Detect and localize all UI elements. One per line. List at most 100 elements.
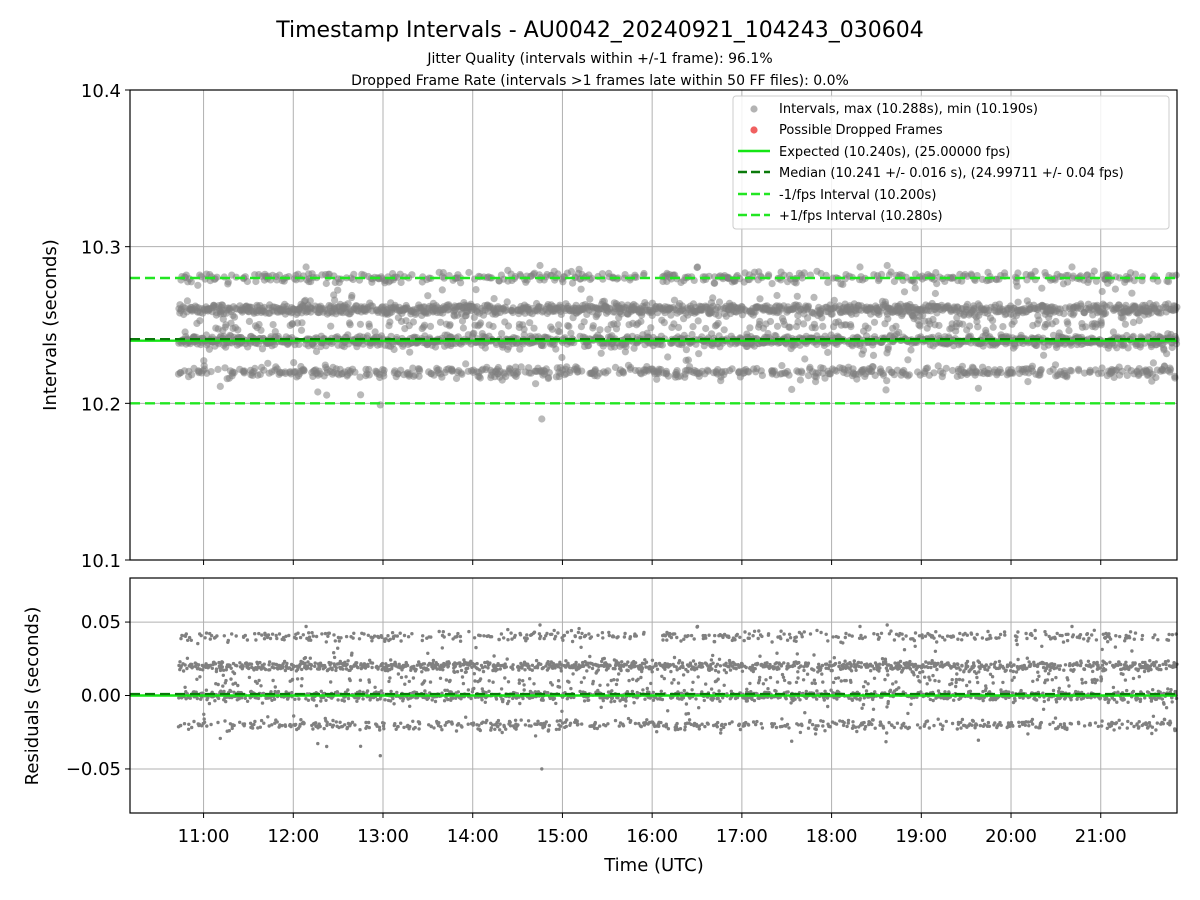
interval-point [221,364,229,372]
interval-point [900,288,909,296]
residual-point [506,627,510,632]
residual-point [407,679,411,684]
interval-point [786,323,794,331]
residual-point [428,680,433,684]
interval-point [452,374,461,383]
legend-label-intervals: Intervals, max (10.288s), min (10.190s) [779,102,1038,117]
residual-point [492,654,496,658]
interval-point [1138,273,1147,281]
interval-point [558,353,566,362]
residual-point [329,680,333,684]
residual-point [259,718,264,723]
interval-point [365,371,373,379]
residual-point [323,665,327,669]
interval-point [1135,317,1143,325]
residual-point [306,698,311,702]
residual-point [413,725,417,730]
residual-point [207,701,212,706]
residual-point [450,722,454,726]
interval-point [720,326,728,334]
interval-point [1013,282,1021,290]
residual-point [182,722,187,726]
residual-point [227,729,231,733]
interval-point [554,270,562,278]
residual-point [437,629,441,634]
residual-point [504,665,508,669]
interval-point [619,369,628,377]
interval-point [958,362,967,370]
intervals-y-axis-label: Intervals (seconds) [40,239,61,411]
residual-point [455,670,460,674]
residual-point [294,722,298,727]
residual-point [300,667,304,672]
residual-point [458,661,462,665]
residual-point [223,719,227,723]
residual-point [446,720,451,724]
residual-point [398,631,402,635]
residual-point [464,670,468,674]
residual-point [266,715,270,719]
residual-point [423,689,427,693]
residual-point [422,662,427,666]
residual-point [351,636,355,640]
residual-point [378,728,382,732]
interval-point [911,284,919,292]
residual-point [232,671,237,676]
residual-point [204,631,209,635]
residual-point [209,633,214,638]
interval-point [824,278,832,286]
interval-point [973,317,981,326]
residual-point [433,699,438,704]
residual-point [506,680,511,684]
interval-point [647,324,655,332]
interval-point [695,350,703,358]
residual-point [301,633,305,637]
residual-point [353,723,357,727]
residual-point [266,633,271,637]
residual-point [480,698,484,702]
interval-point [344,300,352,308]
chart-title: Timestamp Intervals - AU0042_20240921_10… [275,18,924,43]
residual-point [488,661,492,665]
legend-marker-intervals [750,105,758,113]
interval-point [709,294,717,302]
residual-point [521,679,525,683]
residual-point [201,668,205,672]
residual-point [366,633,370,637]
residual-point [530,668,534,672]
interval-point [567,267,576,276]
interval-point [322,279,330,288]
residual-point [358,744,363,748]
residual-point [402,633,407,638]
residual-point [198,675,202,679]
interval-point [859,346,868,354]
residual-point [388,637,392,641]
residual-point [387,679,391,684]
residual-point [242,722,247,726]
residual-point [446,697,450,702]
interval-point [1040,351,1048,359]
residual-point [313,661,317,665]
interval-point [426,322,435,330]
interval-point [408,271,416,279]
interval-point [1067,367,1075,375]
residual-point [203,636,207,640]
residual-point [522,688,526,692]
residual-point [249,662,254,666]
residual-point [501,697,505,702]
interval-point [1014,298,1022,306]
residual-point [392,702,396,706]
interval-point [397,278,405,287]
interval-point [1065,327,1073,335]
interval-point [243,277,251,286]
residual-point [190,725,194,730]
residual-point [355,699,359,703]
residual-point [399,721,403,725]
interval-point [526,319,534,327]
residual-point [268,668,272,672]
residual-point [519,718,523,722]
interval-point [194,281,202,289]
interval-point [302,263,310,271]
residual-point [179,636,183,641]
residual-point [272,666,276,670]
